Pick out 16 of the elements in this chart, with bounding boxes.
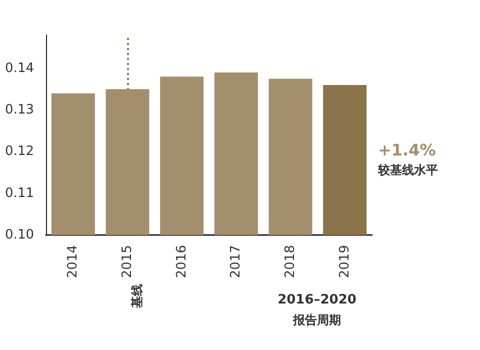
text: +1.4% <box>378 140 436 160</box>
y-tick-label: 0.11 <box>5 186 34 201</box>
y-tick-label: 0.12 <box>5 144 34 160</box>
text: 较基线水平 <box>377 163 438 177</box>
y-tick-label: 0.14 <box>5 60 34 76</box>
y-tick-label: 0.10 <box>5 228 34 242</box>
x-tick-label: 2015 <box>120 245 135 278</box>
x-tick-label: 2017 <box>228 245 244 278</box>
x-tick-label: 2019 <box>337 245 352 278</box>
x-tick-label: 2018 <box>283 245 298 278</box>
y-tick-label: 0.13 <box>5 102 34 118</box>
x-tick-label: 2014 <box>66 245 81 278</box>
text: 报告周期 <box>292 313 341 327</box>
text: 基线 <box>130 284 144 309</box>
x-tick-label: 2016 <box>174 245 190 278</box>
text: 2016–2020 <box>278 292 356 308</box>
